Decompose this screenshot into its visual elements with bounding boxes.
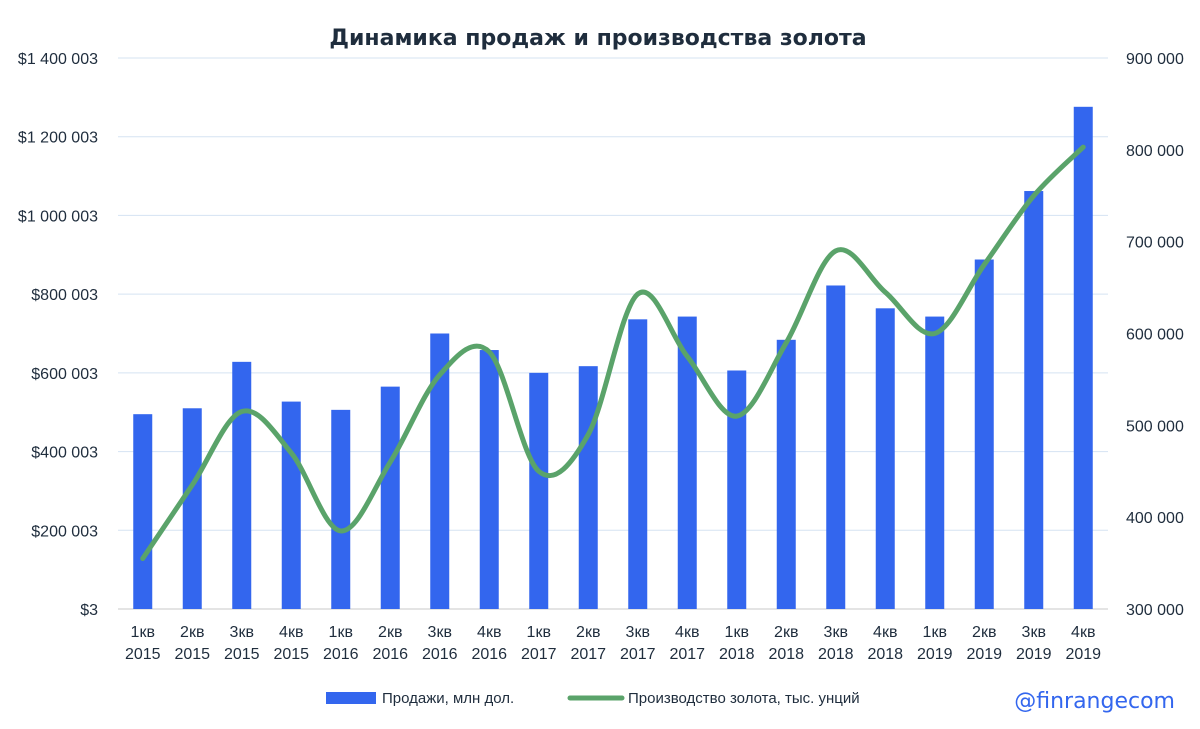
bar: [529, 372, 549, 609]
x-tick-year: 2016: [422, 646, 458, 663]
y-right-tick-label: 300 000: [1126, 602, 1184, 619]
x-tick-quarter: 4кв: [1071, 624, 1095, 641]
x-tick-year: 2019: [966, 646, 1002, 663]
y-right-tick-label: 700 000: [1126, 235, 1184, 252]
legend-label-gold: Производство золота, тыс. унций: [628, 690, 860, 707]
x-tick-year: 2015: [224, 646, 260, 663]
bar: [133, 414, 153, 609]
y-left-tick-label: $400 003: [31, 445, 98, 462]
bar: [182, 408, 202, 609]
x-tick-quarter: 2кв: [180, 624, 204, 641]
y-right-tick-label: 800 000: [1126, 143, 1184, 160]
line-series: [140, 144, 1086, 561]
x-tick-year: 2016: [471, 646, 507, 663]
x-tick-quarter: 2кв: [774, 624, 798, 641]
x-tick-quarter: 1кв: [725, 624, 749, 641]
y-left-tick-label: $1 000 003: [18, 208, 98, 225]
y-right-tick-label: 400 000: [1126, 510, 1184, 527]
bar: [875, 308, 895, 609]
y-right-tick-label: 600 000: [1126, 327, 1184, 344]
y-left-tick-label: $3: [80, 602, 98, 619]
x-tick-year: 2017: [570, 646, 606, 663]
x-tick-quarter: 4кв: [873, 624, 897, 641]
x-tick-year: 2016: [323, 646, 359, 663]
legend-swatch-sales: [326, 692, 376, 704]
x-tick-year: 2019: [1065, 646, 1101, 663]
legend: Продажи, млн дол. Производство золота, т…: [326, 690, 860, 707]
bar: [1024, 191, 1044, 609]
x-tick-quarter: 3кв: [626, 624, 650, 641]
x-tick-year: 2019: [1016, 646, 1052, 663]
x-tick-year: 2017: [669, 646, 705, 663]
bar: [826, 285, 846, 609]
x-tick-year: 2018: [719, 646, 755, 663]
gold-production-line: [140, 144, 1086, 561]
x-tick-quarter: 3кв: [428, 624, 452, 641]
x-tick-year: 2018: [818, 646, 854, 663]
brand-watermark: @finrangecom: [1014, 689, 1175, 714]
x-tick-quarter: 1кв: [329, 624, 353, 641]
gridlines: [118, 57, 1108, 610]
x-tick-year: 2017: [521, 646, 557, 663]
bar: [727, 370, 747, 609]
x-tick-quarter: 4кв: [477, 624, 501, 641]
x-tick-quarter: 2кв: [576, 624, 600, 641]
bar: [974, 259, 994, 609]
bar: [331, 409, 351, 609]
y-left-tick-label: $1 400 003: [18, 51, 98, 68]
x-tick-year: 2019: [917, 646, 953, 663]
legend-label-sales: Продажи, млн дол.: [382, 690, 514, 707]
bar: [677, 316, 697, 609]
bar: [776, 339, 796, 609]
bar: [578, 366, 598, 609]
y-left-tick-label: $1 200 003: [18, 130, 98, 147]
x-tick-year: 2017: [620, 646, 656, 663]
x-tick-year: 2015: [174, 646, 210, 663]
x-tick-quarter: 1кв: [527, 624, 551, 641]
bar: [281, 401, 301, 609]
chart-title: Динамика продаж и производства золота: [329, 26, 866, 51]
y-left-tick-label: $800 003: [31, 287, 98, 304]
y-left-tick-label: $600 003: [31, 366, 98, 383]
x-tick-quarter: 2кв: [972, 624, 996, 641]
x-axis: 1кв 2015 2кв 2015 3кв 2015 4кв 2015 1кв 2016 2кв 20…: [125, 624, 1101, 663]
x-tick-year: 2018: [768, 646, 804, 663]
bar: [628, 319, 648, 609]
x-tick-year: 2018: [867, 646, 903, 663]
x-tick-year: 2015: [273, 646, 309, 663]
y-axis-left: $3 $200 003 $400 003 $600 003 $800 003 $1 000…: [18, 51, 98, 619]
x-tick-quarter: 2кв: [378, 624, 402, 641]
bar-series: [133, 106, 1093, 609]
bar: [430, 333, 450, 609]
x-tick-year: 2016: [372, 646, 408, 663]
x-tick-year: 2015: [125, 646, 161, 663]
bar: [479, 350, 499, 609]
x-tick-quarter: 1кв: [923, 624, 947, 641]
bar: [380, 386, 400, 609]
bar: [1073, 106, 1093, 609]
y-axis-right: 300 000 400 000 500 000 600 000 700 000 800 0…: [1126, 51, 1184, 619]
bar: [925, 316, 945, 609]
y-right-tick-label: 900 000: [1126, 51, 1184, 68]
x-tick-quarter: 4кв: [279, 624, 303, 641]
x-tick-quarter: 4кв: [675, 624, 699, 641]
y-right-tick-label: 500 000: [1126, 418, 1184, 435]
x-tick-quarter: 3кв: [824, 624, 848, 641]
x-tick-quarter: 3кв: [230, 624, 254, 641]
x-tick-quarter: 1кв: [131, 624, 155, 641]
x-tick-quarter: 3кв: [1022, 624, 1046, 641]
bar: [232, 361, 252, 609]
y-left-tick-label: $200 003: [31, 523, 98, 540]
